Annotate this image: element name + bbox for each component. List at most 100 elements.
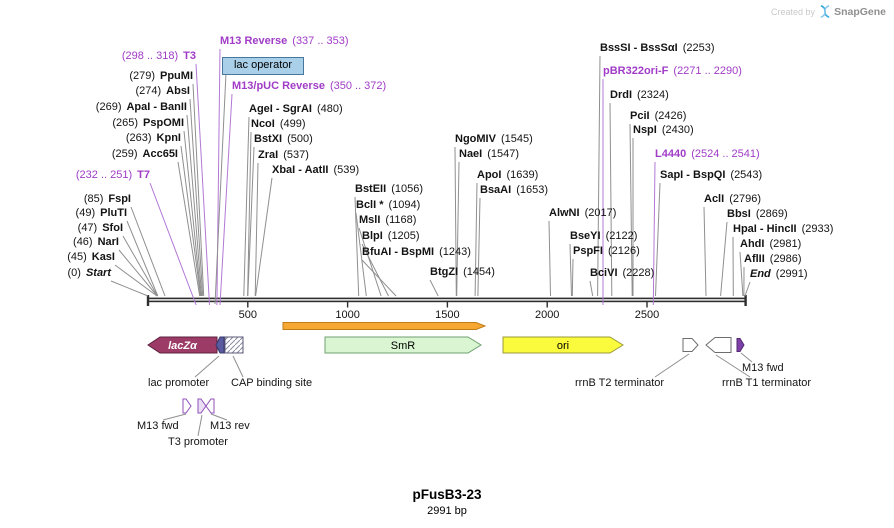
map-label-rrnb-t1-terminator[interactable]: rrnB T1 terminator <box>722 377 811 390</box>
map-label-blpi[interactable]: BlpI (1205) <box>362 230 420 243</box>
map-label-rrnb-t2-terminator[interactable]: rrnB T2 terminator <box>575 377 664 390</box>
map-label-naei[interactable]: NaeI (1547) <box>459 148 519 161</box>
label-name-text: NspI <box>633 124 657 136</box>
map-label-lac-promoter[interactable]: lac promoter <box>148 377 209 390</box>
label-name-text: XbaI - AatII <box>272 164 329 176</box>
callout-bstxi <box>247 146 255 297</box>
callout-acc65i <box>177 161 201 297</box>
map-label-sfoi[interactable]: (47) SfoI <box>78 222 123 235</box>
label-name-text: BfuAI - BspMI <box>362 246 435 258</box>
callout-lac-operator <box>214 72 227 305</box>
callout-bcli <box>355 212 367 297</box>
callout-alwni <box>548 220 551 297</box>
map-label-end[interactable]: End (2991) <box>750 268 808 281</box>
callout-bbsi <box>720 221 728 297</box>
feature-smr[interactable] <box>324 336 482 354</box>
map-label-bsteii[interactable]: BstEII (1056) <box>355 183 423 196</box>
map-label-m13-puc-reverse[interactable]: M13/pUC Reverse (350 .. 372) <box>232 80 386 93</box>
callout-kpni <box>180 145 201 297</box>
map-label-bsaai[interactable]: BsaAI (1653) <box>480 184 548 197</box>
feature-lac-promoter-box[interactable] <box>215 336 225 354</box>
map-label-cap-binding-site[interactable]: CAP binding site <box>231 377 312 390</box>
map-label-drdi[interactable]: DrdI (2324) <box>610 89 669 102</box>
feature-lacza[interactable] <box>147 336 218 354</box>
map-label-bcivi[interactable]: BciVI (2228) <box>590 267 654 280</box>
label-position-text: (337 .. 353) <box>292 35 349 47</box>
callout-bsaai <box>477 197 481 297</box>
map-label-bstxi[interactable]: BstXI (500) <box>254 133 313 146</box>
map-label-alwni[interactable]: AlwNI (2017) <box>549 207 616 220</box>
map-label-nari[interactable]: (46) NarI <box>73 236 119 249</box>
map-label-msli[interactable]: MslI (1168) <box>359 214 416 227</box>
map-label-bsssi-bsssai[interactable]: BssSI - BssSαI (2253) <box>600 42 714 55</box>
map-label-acli[interactable]: AclI (2796) <box>704 193 761 206</box>
feature-orange-orf-arrow[interactable] <box>282 322 487 330</box>
label-name-text: Start <box>85 267 111 279</box>
map-label-hpai-hincii[interactable]: HpaI - HincII (2933) <box>733 223 833 236</box>
callout-fspi <box>130 206 166 297</box>
feature-m13-rev-primer-glyph[interactable] <box>205 398 215 414</box>
map-label-aflii[interactable]: AflII (2986) <box>744 253 802 266</box>
feature-m13-fwd-site-glyph[interactable] <box>736 338 745 352</box>
map-label-zrai[interactable]: ZraI (537) <box>258 149 309 162</box>
map-label-agei-sgrai[interactable]: AgeI - SgrAI (480) <box>249 103 343 116</box>
map-label-pspomi[interactable]: (265) PspOMI <box>112 117 184 130</box>
map-label-start[interactable]: (0) Start <box>67 267 111 280</box>
map-label-kpni[interactable]: (263) KpnI <box>126 132 181 145</box>
callout-pcii <box>629 123 633 297</box>
callout-bsssi-bsssai <box>597 55 601 297</box>
map-label-pluti[interactable]: (49) PluTI <box>76 207 127 220</box>
feature-t3-promoter-glyph[interactable] <box>197 398 207 414</box>
map-label-l4440[interactable]: L4440 (2524 .. 2541) <box>655 148 760 161</box>
feature-cap-binding-site-box[interactable] <box>224 336 244 354</box>
label-position-text: (500) <box>287 133 313 145</box>
label-position-text: (1653) <box>516 184 548 196</box>
map-label-ahdi[interactable]: AhdI (2981) <box>740 238 801 251</box>
map-label-t3-promoter[interactable]: T3 promoter <box>168 436 228 449</box>
map-label-t7[interactable]: (232 .. 251) T7 <box>76 169 150 182</box>
map-label-pspfi[interactable]: PspFI (2126) <box>573 245 640 258</box>
map-label-apoi[interactable]: ApoI (1639) <box>477 169 538 182</box>
map-label-absi[interactable]: (274) AbsI <box>135 85 190 98</box>
feature-rrnb-t2-terminator-glyph[interactable] <box>682 338 699 352</box>
callout-xbai-aatii <box>255 177 273 297</box>
map-label-btgzi[interactable]: BtgZI (1454) <box>430 266 495 279</box>
label-name-text: T3 <box>183 50 196 62</box>
label-position-text: (232 .. 251) <box>75 169 133 181</box>
map-label-t3[interactable]: (298 .. 318) T3 <box>122 50 196 63</box>
map-label-kasi[interactable]: (45) KasI <box>67 251 115 264</box>
map-label-pcii[interactable]: PciI (2426) <box>630 110 686 123</box>
map-label-m13-fwd-primer[interactable]: M13 fwd <box>137 420 179 433</box>
map-label-pbr322ori-f[interactable]: pBR322ori-F (2271 .. 2290) <box>603 65 742 78</box>
label-position-text: (2869) <box>755 208 788 220</box>
map-label-ngomiv[interactable]: NgoMIV (1545) <box>455 133 533 146</box>
map-label-apai-banii[interactable]: (269) ApaI - BanII <box>96 101 187 114</box>
map-label-bbsi[interactable]: BbsI (2869) <box>727 208 788 221</box>
map-label-xbai-aatii[interactable]: XbaI - AatII (539) <box>272 164 359 177</box>
ruler-tick-label-2000: 2000 <box>535 309 559 321</box>
label-position-text: (1205) <box>387 230 420 242</box>
feature-rrnb-t1-terminator-glyph[interactable] <box>705 337 732 353</box>
map-label-m13-rev-primer[interactable]: M13 rev <box>210 420 250 433</box>
label-name-text: SapI - BspQI <box>660 169 726 181</box>
map-label-m13-fwd-site[interactable]: M13 fwd <box>742 362 784 375</box>
map-label-bfuai-bspmi[interactable]: BfuAI - BspMI (1243) <box>362 246 471 259</box>
map-label-m13-reverse[interactable]: M13 Reverse (337 .. 353) <box>220 35 349 48</box>
lac-operator-label[interactable]: lac operator <box>222 57 304 75</box>
map-label-nspi[interactable]: NspI (2430) <box>633 124 694 137</box>
map-label-bcli[interactable]: BclI * (1094) <box>356 199 420 212</box>
label-name-text: AhdI <box>740 238 765 250</box>
feature-ori[interactable] <box>502 336 624 354</box>
callout-bfuai-bspmi <box>361 259 397 297</box>
map-label-acc65i[interactable]: (259) Acc65I <box>112 148 178 161</box>
feature-m13-fwd-primer-glyph[interactable] <box>182 398 192 414</box>
map-label-ncoi[interactable]: NcoI (499) <box>251 118 306 131</box>
label-name-text: KasI <box>91 251 115 263</box>
label-position-text: (2324) <box>637 89 669 101</box>
map-label-bseyi[interactable]: BseYI (2122) <box>570 230 637 243</box>
map-label-fspi[interactable]: (85) FspI <box>84 193 131 206</box>
map-label-ppumi[interactable]: (279) PpuMI <box>129 70 193 83</box>
map-label-sapi-bspqi[interactable]: SapI - BspQI (2543) <box>660 169 762 182</box>
label-name-text: End <box>750 268 771 280</box>
